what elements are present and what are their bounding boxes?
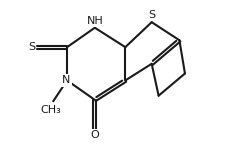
Text: N: N	[62, 75, 71, 85]
Text: NH: NH	[86, 16, 103, 26]
Text: S: S	[28, 42, 35, 52]
Text: S: S	[148, 10, 155, 20]
Text: N: N	[62, 75, 71, 85]
Text: CH₃: CH₃	[41, 105, 61, 115]
Text: O: O	[90, 130, 99, 140]
Text: O: O	[90, 130, 99, 140]
Text: S: S	[148, 10, 155, 20]
Text: NH: NH	[86, 16, 103, 26]
Text: S: S	[28, 42, 35, 52]
